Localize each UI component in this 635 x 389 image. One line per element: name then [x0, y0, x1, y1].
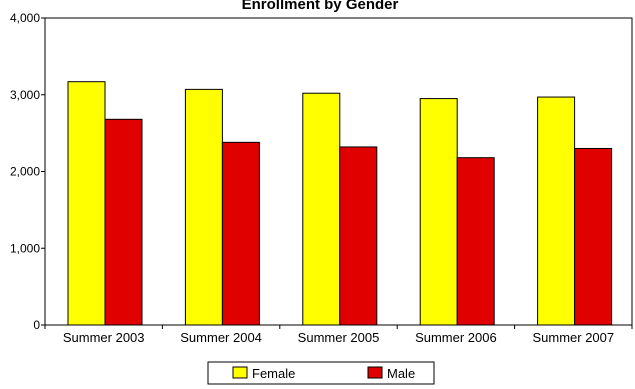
bar-female-4: [419, 98, 458, 326]
bar-female-5: [537, 96, 576, 326]
legend: Female Male: [207, 361, 435, 385]
bar-female-2: [184, 88, 223, 326]
y-axis: 0 1,000 2,000 3,000 4,000: [10, 11, 45, 332]
bar-male-5: [574, 147, 613, 326]
x-category-label: Summer 2004: [180, 330, 262, 345]
x-axis: Summer 2003 Summer 2004 Summer 2005 Summer …: [44, 325, 633, 345]
bar-male-3: [339, 146, 378, 326]
x-category-label: Summer 2006: [415, 330, 497, 345]
y-tick-label: 0: [33, 318, 40, 332]
bars: [67, 81, 613, 326]
legend-swatch-female: [232, 366, 248, 379]
y-tick-label: 2,000: [10, 165, 40, 179]
x-category-label: Summer 2007: [532, 330, 614, 345]
plot-frame: [44, 17, 633, 326]
y-tick-label: 1,000: [10, 241, 40, 255]
chart-title: Enrollment by Gender: [242, 0, 399, 13]
x-category-label: Summer 2003: [63, 330, 145, 345]
bar-male-2: [221, 141, 260, 326]
bar-female-3: [302, 92, 341, 326]
bar-male-1: [104, 118, 143, 326]
x-category-label: Summer 2005: [298, 330, 380, 345]
y-tick-label: 4,000: [10, 11, 40, 25]
y-tick-label: 3,000: [10, 88, 40, 102]
legend-label-female: Female: [252, 366, 295, 381]
bar-male-4: [456, 157, 495, 326]
bar-female-1: [67, 81, 106, 326]
legend-swatch-male: [367, 366, 383, 379]
legend-label-male: Male: [387, 366, 415, 381]
